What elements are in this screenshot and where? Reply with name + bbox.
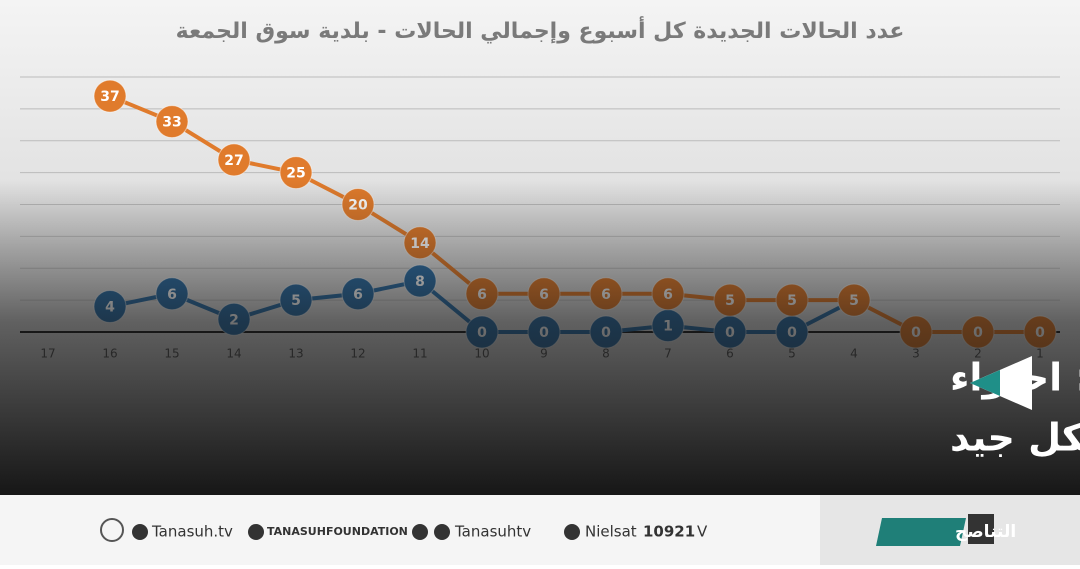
value-label: 27 xyxy=(224,153,243,169)
facebook-icon xyxy=(248,524,264,540)
headline: الحالات المصابة بكورونا يسير بشكل جيد xyxy=(950,416,1080,461)
logo-hash xyxy=(968,514,994,544)
arrow xyxy=(970,370,1000,396)
polarity: V xyxy=(697,523,708,541)
website: Tanasuh.tv xyxy=(151,523,233,541)
twitter-icon xyxy=(412,524,428,540)
telegram-icon xyxy=(434,524,450,540)
facebook: TANASUHFOUNDATION xyxy=(267,525,408,538)
chart-title: عدد الحالات الجديدة كل أسبوع وإجمالي الح… xyxy=(176,15,905,44)
logo-text: التناصح xyxy=(955,522,1016,542)
frequency: 10921 xyxy=(643,523,695,541)
logo-icon xyxy=(100,518,124,542)
arrow xyxy=(970,356,1032,410)
satellite: Nielsat xyxy=(585,523,637,541)
satellite-icon xyxy=(564,524,580,540)
social: Tanasuhtv xyxy=(454,523,531,541)
point xyxy=(217,143,251,177)
point xyxy=(155,105,189,139)
shade xyxy=(0,180,1080,495)
value-label: 25 xyxy=(286,166,305,182)
globe-icon xyxy=(132,524,148,540)
value-label: 37 xyxy=(100,89,119,105)
value-label: 33 xyxy=(162,115,181,131)
point xyxy=(93,79,127,113)
logo-box xyxy=(876,518,966,546)
